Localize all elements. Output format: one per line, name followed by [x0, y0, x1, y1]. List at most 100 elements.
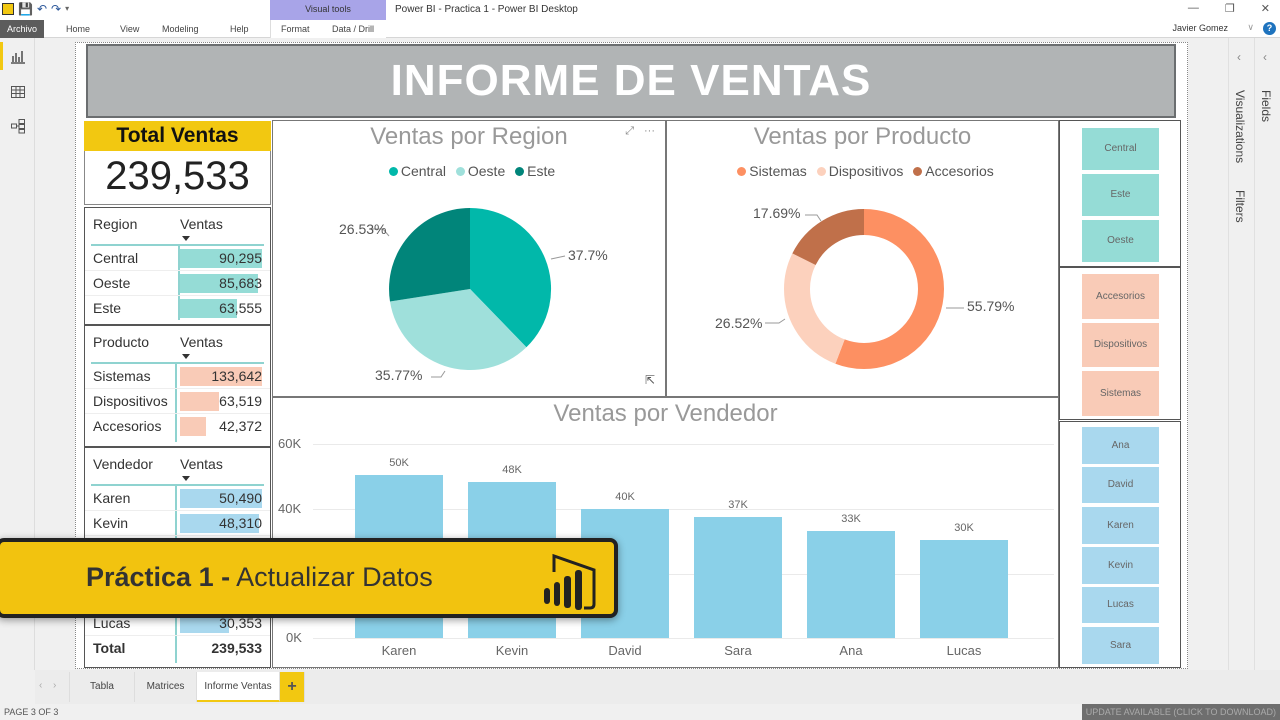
customize-qat-icon[interactable]: ▾: [65, 4, 70, 13]
tabs-scroll-right-icon[interactable]: ›: [53, 680, 57, 691]
slicer-item-este[interactable]: Este: [1082, 174, 1159, 216]
row-label: Este: [93, 300, 122, 316]
y-tick: 40K: [278, 501, 302, 516]
help-icon[interactable]: ?: [1263, 22, 1276, 35]
region-table[interactable]: Region Ventas Central 90,295 Oeste 85,683 E…: [84, 207, 271, 325]
table-row[interactable]: Kevin 48,310: [85, 511, 270, 536]
donut-svg: [765, 209, 964, 369]
table-row[interactable]: Accesorios 42,372: [85, 414, 270, 439]
slicer-item-lucas[interactable]: Lucas: [1082, 587, 1159, 623]
legend-item[interactable]: Oeste: [467, 163, 506, 179]
more-options-icon[interactable]: ···: [644, 125, 655, 137]
table-row[interactable]: Karen 50,490: [85, 486, 270, 511]
legend-item[interactable]: Dispositivos: [828, 163, 904, 179]
row-label: Accesorios: [93, 418, 162, 434]
total-value: 239,533: [211, 640, 262, 656]
legend-dot: [737, 167, 747, 176]
tab-view[interactable]: View: [120, 24, 140, 34]
slicer-item-ana[interactable]: Ana: [1082, 427, 1159, 464]
tab-help[interactable]: Help: [230, 24, 249, 34]
minimize-button[interactable]: —: [1187, 2, 1199, 14]
fields-pane-label[interactable]: Fields: [1259, 90, 1273, 123]
header-separator: [91, 362, 264, 364]
slicer-item-accesorios[interactable]: Accesorios: [1082, 274, 1159, 319]
model-view-icon[interactable]: [10, 118, 26, 134]
y-tick: 60K: [278, 436, 302, 451]
legend-item[interactable]: Accesorios: [925, 163, 994, 179]
col-header-producto[interactable]: Producto: [93, 334, 150, 350]
filters-pane-label[interactable]: Filters: [1233, 190, 1247, 223]
report-view-icon[interactable]: [10, 48, 26, 64]
close-button[interactable]: ✕: [1260, 3, 1270, 15]
report-title-banner[interactable]: INFORME DE VENTAS: [86, 44, 1176, 118]
chart-legend: Sistemas Dispositivos Accesorios: [667, 163, 1058, 179]
bar-ana[interactable]: [807, 531, 895, 638]
col-header-vendedor[interactable]: Vendedor: [93, 456, 153, 472]
page-tab-tabla[interactable]: Tabla: [69, 672, 135, 702]
col-header-region[interactable]: Region: [93, 216, 138, 232]
producto-table[interactable]: Producto Ventas Sistemas 133,642 Dispositi…: [84, 325, 271, 447]
bar-data-label: 48K: [502, 464, 522, 476]
page-tab-matrices[interactable]: Matrices: [135, 672, 197, 702]
tab-format[interactable]: Format: [281, 24, 310, 34]
table-row[interactable]: Lucas 30,353: [85, 611, 270, 636]
col-header-ventas-sorted[interactable]: Ventas: [180, 456, 223, 484]
data-bar: [180, 417, 207, 436]
legend-item[interactable]: Este: [527, 163, 556, 179]
table-row[interactable]: Sistemas 133,642: [85, 364, 270, 389]
donut-chart-ventas-por-producto[interactable]: Ventas por Producto Sistemas Dispositivo…: [666, 120, 1059, 397]
focus-mode-icon[interactable]: ⤢: [625, 125, 634, 137]
page-tab-informe-ventas[interactable]: Informe Ventas: [197, 672, 280, 702]
slicer-item-sistemas[interactable]: Sistemas: [1082, 371, 1159, 416]
slicer-item-karen[interactable]: Karen: [1082, 507, 1159, 544]
col-header-ventas-sorted[interactable]: Ventas: [180, 334, 223, 362]
slicer-item-sara[interactable]: Sara: [1082, 627, 1159, 664]
redo-icon[interactable]: ↷: [51, 2, 62, 16]
header-separator: [91, 484, 264, 486]
total-ventas-label: Total Ventas: [84, 121, 271, 151]
bar-sara[interactable]: [694, 517, 782, 638]
tab-data-drill[interactable]: Data / Drill: [332, 24, 375, 34]
total-ventas-value[interactable]: 239,533: [84, 151, 271, 205]
slicer-item-kevin[interactable]: Kevin: [1082, 547, 1159, 584]
save-icon[interactable]: 💾: [18, 2, 33, 16]
bar-lucas[interactable]: [920, 540, 1008, 638]
update-available-banner[interactable]: UPDATE AVAILABLE (CLICK TO DOWNLOAD): [1081, 704, 1280, 720]
legend-dot: [455, 167, 465, 176]
add-page-button[interactable]: +: [280, 672, 305, 702]
user-name[interactable]: Javier Gomez: [1172, 23, 1228, 33]
col-header-ventas-sorted[interactable]: Ventas: [180, 216, 223, 244]
tab-archivo[interactable]: Archivo: [0, 20, 44, 38]
undo-icon[interactable]: ↶: [36, 2, 48, 16]
row-label: Dispositivos: [93, 393, 168, 409]
slicer-item-central[interactable]: Central: [1082, 128, 1159, 170]
fields-pane-collapsed[interactable]: ‹ Fields: [1254, 38, 1280, 670]
restore-button[interactable]: ❐: [1224, 3, 1235, 15]
context-tabs-bg: [270, 20, 386, 38]
status-bar: PAGE 3 OF 3 UPDATE AVAILABLE (CLICK TO D…: [0, 704, 1280, 720]
legend-item[interactable]: Sistemas: [749, 163, 807, 179]
data-label: 17.69%: [753, 205, 801, 221]
table-row[interactable]: Central 90,295: [85, 246, 270, 271]
table-row[interactable]: Este 63,555: [85, 296, 270, 321]
pie-chart-ventas-por-region[interactable]: Ventas por Region ⤢ ··· Central Oeste Est…: [272, 120, 666, 397]
table-row[interactable]: Oeste 85,683: [85, 271, 270, 296]
data-view-icon[interactable]: [10, 84, 26, 100]
slicer-item-oeste[interactable]: Oeste: [1082, 220, 1159, 262]
tab-modeling[interactable]: Modeling: [162, 24, 199, 34]
slicer-item-dispositivos[interactable]: Dispositivos: [1082, 323, 1159, 367]
row-label: Central: [93, 250, 139, 266]
visualizations-pane-label[interactable]: Visualizations: [1233, 90, 1247, 164]
chevron-down-icon[interactable]: ∨: [1247, 22, 1254, 32]
table-row[interactable]: Dispositivos 63,519: [85, 389, 270, 414]
expand-chevron-icon[interactable]: ‹: [1263, 50, 1267, 64]
bar-chart-ventas-por-vendedor[interactable]: Ventas por Vendedor 60K 40K 20K 0K 50K K…: [272, 397, 1059, 668]
legend-item[interactable]: Central: [400, 163, 446, 179]
visualizations-pane-collapsed[interactable]: ‹ Visualizations Filters: [1228, 38, 1254, 670]
x-tick: Kevin: [495, 643, 529, 658]
tabs-scroll-left-icon[interactable]: ‹: [39, 680, 43, 691]
mouse-cursor-icon: ⇱: [645, 373, 656, 387]
slicer-item-david[interactable]: David: [1082, 467, 1159, 503]
tab-home[interactable]: Home: [66, 24, 91, 34]
expand-chevron-icon[interactable]: ‹: [1237, 50, 1241, 64]
